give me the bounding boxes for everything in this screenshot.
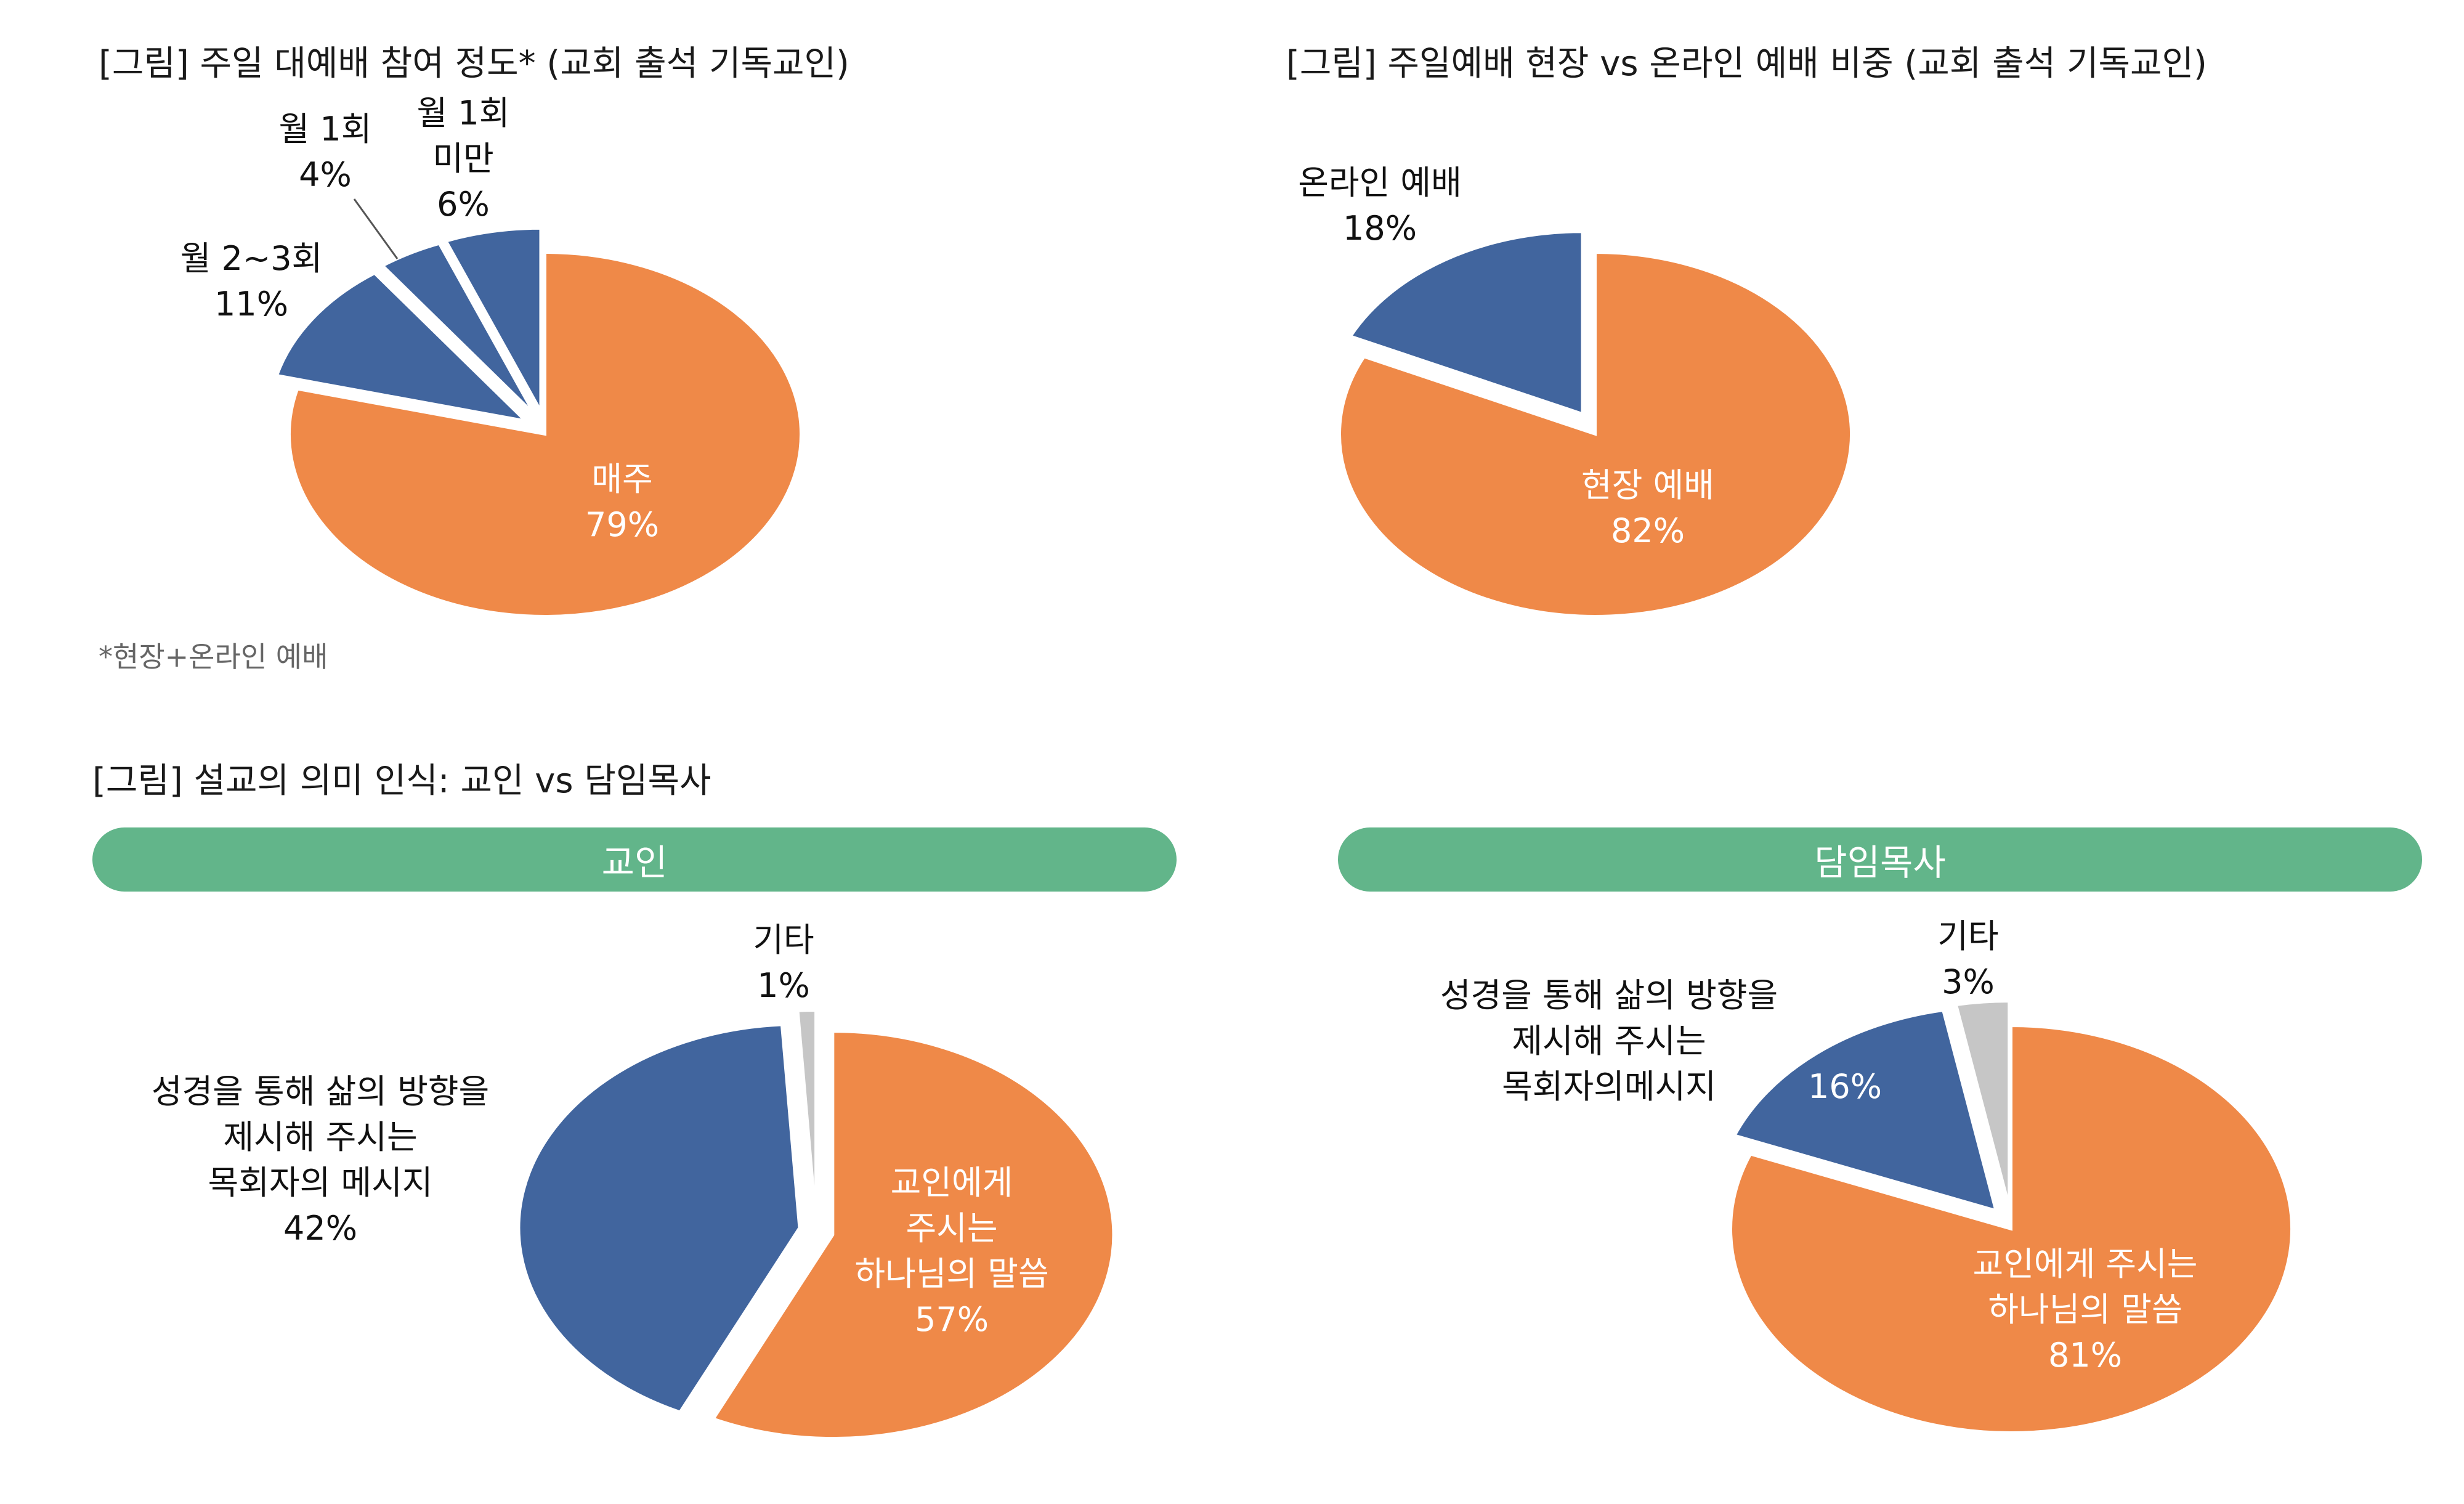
label-lt-once-name1: 월 1회 xyxy=(417,94,510,132)
label-weekly-name: 매주 xyxy=(591,460,652,498)
footnote: *현장+온라인 예배 xyxy=(99,640,328,673)
label-msg-l3: 목회자의메시지 xyxy=(1502,1067,1716,1106)
label-once-name: 월 1회 xyxy=(279,110,372,148)
slice-less-than-once xyxy=(444,227,542,415)
chart-title-onsite-online: [그림] 주일예배 현장 vs 온라인 예배 비중 (교회 출석 기독교인) xyxy=(1286,44,2207,84)
label-other-name: 기타 xyxy=(1937,917,1998,956)
label-lt-once-name2: 미만 xyxy=(432,139,493,178)
leader-line xyxy=(353,198,399,259)
label-msg-value: 16% xyxy=(1808,1067,1882,1106)
slice-onsite xyxy=(1339,251,1852,617)
pie-sermon-pastors: 교인에게 주시는 하나님의 말씀 81% 성경을 통해 삶의 방향을 제시해 주… xyxy=(1440,917,2293,1434)
label-word-value: 57% xyxy=(915,1300,989,1339)
label-online-name: 온라인 예배 xyxy=(1298,163,1462,202)
pie-onsite-online: 현장 예배 82% 온라인 예배 18% xyxy=(1298,163,1852,617)
slice-other xyxy=(1955,1000,2011,1205)
slice-pastor-message xyxy=(1733,1009,1998,1213)
slice-gods-word xyxy=(711,1030,1115,1440)
label-msg-l2: 제시해 주시는 xyxy=(223,1118,417,1156)
slice-other xyxy=(796,1009,817,1214)
label-word-l1: 교인에게 xyxy=(891,1163,1013,1202)
slice-online xyxy=(1348,230,1584,416)
group-pill-members: 교인 xyxy=(92,827,1177,892)
label-word-l2: 주시는 xyxy=(906,1209,997,1248)
label-other-name: 기타 xyxy=(753,921,814,959)
chart-title-attendance: [그림] 주일 대예배 참여 정도* (교회 출석 기독교인) xyxy=(99,44,849,84)
label-word-l1: 교인에게 주시는 xyxy=(1973,1245,2198,1283)
pie-sermon-members: 교인에게 주시는 하나님의 말씀 57% 성경을 통해 삶의 방향을 제시해 주… xyxy=(152,921,1115,1440)
label-msg-l2: 제시해 주시는 xyxy=(1512,1022,1706,1060)
label-msg-l1: 성경을 통해 삶의 방향을 xyxy=(1440,976,1778,1015)
label-lt-once-value: 6% xyxy=(437,185,490,224)
label-onsite-name: 현장 예배 xyxy=(1581,466,1714,505)
slice-weekly xyxy=(288,251,802,617)
label-once-value: 4% xyxy=(299,155,352,194)
label-msg-l1: 성경을 통해 삶의 방향을 xyxy=(152,1072,489,1111)
label-msg-l3: 목회자의 메시지 xyxy=(208,1163,433,1202)
pie-attendance: 매주 79% 월 2~3회 11% 월 1회 4% 월 1회 미만 6% xyxy=(180,94,802,617)
section-title-sermon: [그림] 설교의 의미 인식: 교인 vs 담임목사 xyxy=(92,761,711,801)
group-pill-pastors: 담임목사 xyxy=(1338,827,2422,892)
label-weekly-value: 79% xyxy=(585,505,659,544)
label-other-value: 1% xyxy=(757,966,810,1005)
slice-pastor-message xyxy=(517,1023,801,1413)
label-2-3-value: 11% xyxy=(214,285,288,323)
label-word-l3: 하나님의 말씀 xyxy=(854,1254,1048,1293)
label-other-value: 3% xyxy=(1942,962,1995,1001)
label-word-value: 81% xyxy=(2048,1336,2122,1375)
label-online-value: 18% xyxy=(1343,209,1417,248)
label-2-3-name: 월 2~3회 xyxy=(180,239,322,278)
slice-gods-word xyxy=(1730,1024,2293,1434)
slice-once-per-month xyxy=(381,242,535,414)
label-word-l2: 하나님의 말씀 xyxy=(1988,1290,2182,1329)
label-onsite-value: 82% xyxy=(1611,511,1685,550)
slice-2-3-per-month xyxy=(275,272,529,423)
label-msg-value: 42% xyxy=(283,1209,357,1248)
